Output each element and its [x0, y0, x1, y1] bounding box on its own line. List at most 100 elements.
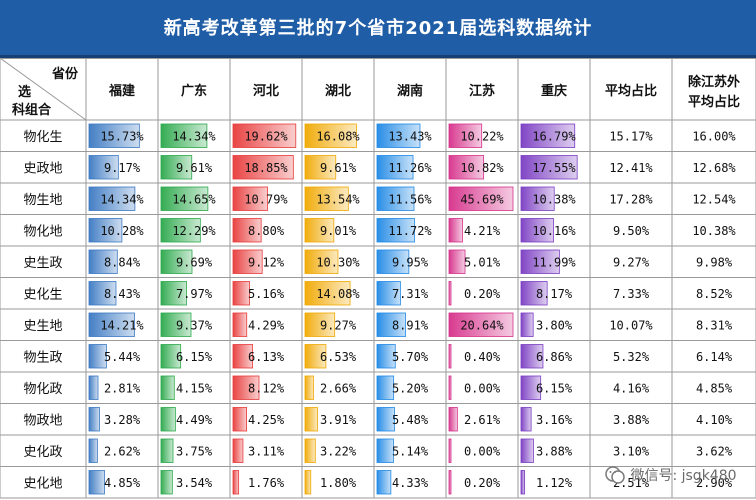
cell-value: 6.15% — [536, 381, 573, 395]
data-bar — [520, 155, 578, 180]
data-bar — [304, 470, 312, 495]
row-label: 物化地 — [23, 224, 62, 239]
row-label: 物政地 — [23, 413, 62, 428]
data-bar — [88, 407, 100, 432]
data-bar — [520, 407, 532, 432]
data-bar — [88, 281, 117, 306]
cell-value: 11.99% — [532, 255, 576, 269]
column-header: 河北 — [253, 83, 279, 99]
data-bar — [520, 312, 534, 337]
row-label: 史化生 — [23, 287, 62, 302]
cell-value: 6.15% — [176, 350, 213, 364]
cell-value: 3.22% — [320, 444, 357, 458]
cell-value: 4.10% — [696, 413, 733, 427]
cell-value: 4.85% — [696, 381, 733, 395]
data-bar — [376, 438, 394, 463]
cell-value: 19.62% — [244, 129, 288, 143]
title-bar: 新高考改革第三批的7个省市2021届选科数据统计 — [0, 0, 756, 58]
data-bar — [88, 218, 123, 243]
data-bar — [520, 218, 554, 243]
cell-value: 2.62% — [104, 444, 141, 458]
cell-value: 10.30% — [316, 255, 360, 269]
cell-value: 14.21% — [100, 318, 144, 332]
data-bar — [160, 407, 176, 432]
cell-value: 6.13% — [248, 350, 285, 364]
data-bar — [520, 123, 576, 148]
data-bar — [376, 407, 395, 432]
cell-value: 5.16% — [248, 287, 285, 301]
cell-value: 3.16% — [536, 413, 573, 427]
data-bar — [304, 123, 357, 148]
cell-value: 8.17% — [536, 287, 573, 301]
cell-value: 0.00% — [464, 444, 501, 458]
cell-value: 20.64% — [460, 318, 504, 332]
data-bar — [160, 281, 187, 306]
data-bar — [232, 186, 268, 211]
cell-value: 4.49% — [176, 413, 213, 427]
cell-value: 16.08% — [316, 129, 360, 143]
cell-value: 3.28% — [104, 413, 141, 427]
corner-label-bottom: 科组合 — [12, 102, 52, 118]
cell-value: 9.50% — [613, 224, 650, 238]
cell-value: 10.38% — [532, 192, 576, 206]
cell-value: 3.75% — [176, 444, 213, 458]
cell-value: 18.85% — [244, 161, 288, 175]
cell-value: 5.70% — [392, 350, 429, 364]
data-bar — [376, 375, 395, 400]
row-label: 史化地 — [23, 476, 62, 491]
wechat-watermark: 微信号: jsgk480 — [604, 464, 756, 492]
cell-value: 0.20% — [464, 287, 501, 301]
column-header: 福建 — [108, 83, 135, 99]
cell-value: 16.79% — [532, 129, 576, 143]
data-bar — [88, 470, 105, 495]
data-bar — [376, 155, 414, 180]
cell-value: 9.61% — [176, 161, 213, 175]
page-title: 新高考改革第三批的7个省市2021届选科数据统计 — [163, 18, 593, 39]
data-bar — [88, 375, 99, 400]
data-bar — [304, 218, 335, 243]
cell-value: 9.12% — [248, 255, 285, 269]
data-bar — [520, 281, 548, 306]
cell-value: 16.00% — [692, 129, 736, 143]
cell-value: 6.14% — [696, 350, 733, 364]
data-bar — [448, 407, 458, 432]
cell-value: 10.79% — [244, 192, 288, 206]
data-bar — [520, 438, 534, 463]
column-header: 平均占比 — [605, 83, 657, 99]
cell-value: 6.86% — [536, 350, 573, 364]
cell-value: 13.43% — [388, 129, 432, 143]
cell-value: 4.16% — [613, 381, 650, 395]
cell-value: 2.90% — [696, 476, 733, 490]
data-bar — [448, 249, 466, 274]
cell-value: 12.41% — [609, 161, 653, 175]
cell-value: 3.91% — [320, 413, 357, 427]
cell-value: 15.73% — [100, 129, 144, 143]
cell-value: 3.54% — [176, 476, 213, 490]
data-bar — [376, 344, 396, 369]
cell-value: 11.72% — [388, 224, 432, 238]
cell-value: 5.14% — [392, 444, 429, 458]
cell-value: 13.54% — [316, 192, 360, 206]
cell-value: 11.26% — [388, 161, 432, 175]
data-bar — [232, 249, 263, 274]
cell-value: 9.37% — [176, 318, 213, 332]
data-bar — [376, 186, 415, 211]
column-header-line2: 平均占比 — [688, 94, 740, 110]
data-bar — [448, 281, 452, 306]
data-bar — [304, 312, 336, 337]
column-header: 江苏 — [469, 83, 495, 99]
row-label: 物生地 — [23, 193, 62, 208]
data-bar — [160, 249, 193, 274]
data-bar — [304, 155, 337, 180]
cell-value: 10.16% — [532, 224, 576, 238]
header-row — [0, 58, 756, 120]
data-bar — [232, 281, 250, 306]
data-bar — [232, 407, 248, 432]
row-label: 史政地 — [23, 161, 62, 176]
cell-value: 14.34% — [100, 192, 144, 206]
data-bar — [448, 218, 463, 243]
cell-value: 12.29% — [172, 224, 216, 238]
data-table: 省份选科组合 福建 广东 河北 湖北 湖南 江苏 重庆 平均占比 除江苏外 平均占比 物化生 15.73… — [0, 58, 756, 500]
cell-value: 45.69% — [460, 192, 504, 206]
